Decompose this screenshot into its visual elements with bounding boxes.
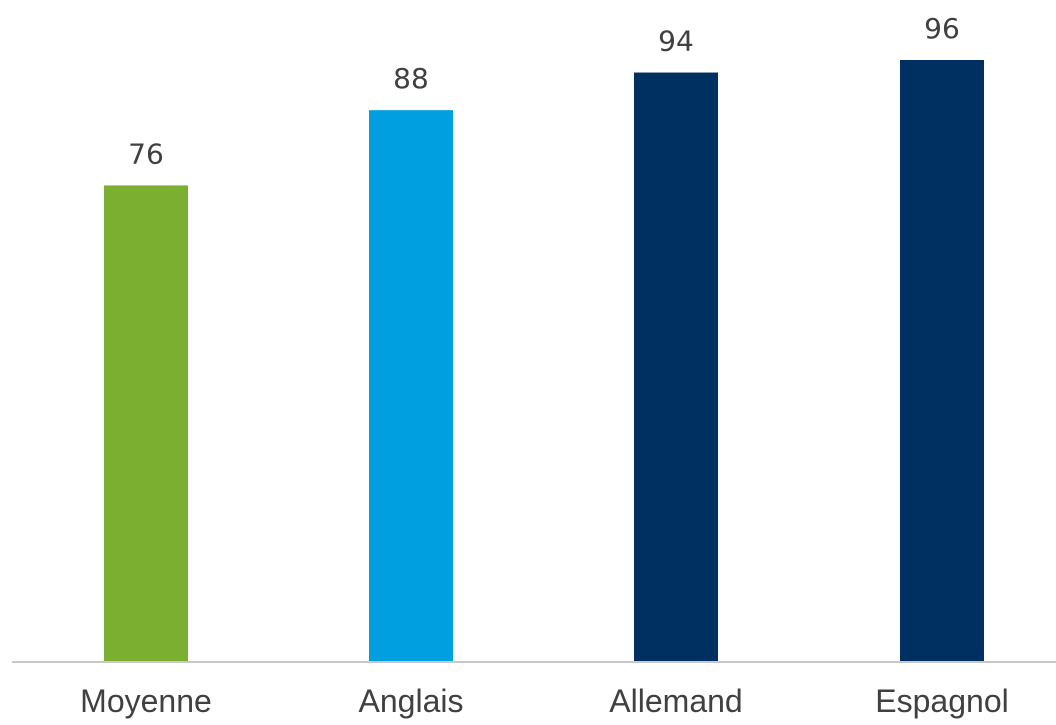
category-label-espagnol: Espagnol: [875, 683, 1008, 719]
value-label-anglais: 88: [393, 62, 429, 95]
bar-anglais: [369, 110, 453, 662]
bar-espagnol: [900, 60, 984, 662]
value-label-moyenne: 76: [128, 137, 164, 170]
category-label-anglais: Anglais: [359, 683, 464, 719]
value-labels-group: 76 88 94 96: [128, 12, 960, 170]
bar-moyenne: [104, 185, 188, 662]
value-label-espagnol: 96: [924, 12, 960, 45]
bars-group: [104, 60, 984, 662]
category-label-allemand: Allemand: [609, 683, 742, 719]
category-labels-group: Moyenne Anglais Allemand Espagnol: [80, 683, 1009, 719]
category-label-moyenne: Moyenne: [80, 683, 212, 719]
bar-allemand: [634, 72, 718, 662]
value-label-allemand: 94: [658, 25, 694, 58]
